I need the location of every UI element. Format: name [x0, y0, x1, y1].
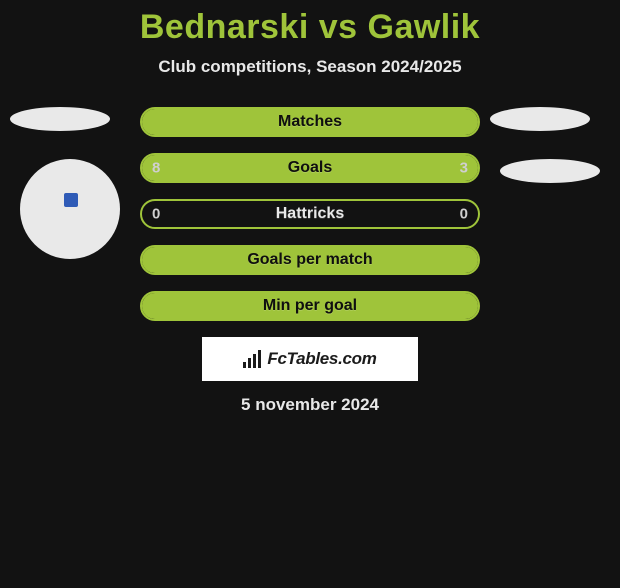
brand-text: FcTables.com [267, 349, 376, 369]
bar-chart-icon [243, 350, 261, 368]
page-title: Bednarski vs Gawlik [0, 8, 620, 47]
stat-value-left: 0 [152, 206, 160, 223]
stat-list: Matches Goals8 3 Hattricks0 0 Goals per match… [140, 107, 480, 321]
stat-value-left: 8 [152, 160, 160, 177]
left-player-badge [64, 193, 78, 207]
left-player-oval-0 [10, 107, 110, 131]
right-player-oval-1 [500, 159, 600, 183]
stat-row: Min per goal [140, 291, 480, 321]
left-player-oval-1 [20, 159, 120, 259]
stat-label: Hattricks [142, 205, 478, 223]
stat-label: Goals [142, 159, 478, 177]
stat-label: Goals per match [142, 251, 478, 269]
stat-row: Hattricks0 0 [140, 199, 480, 229]
stat-row: Matches [140, 107, 480, 137]
footer-date: 5 november 2024 [0, 395, 620, 415]
stat-label: Matches [142, 113, 478, 131]
brand-footer: FcTables.com [202, 337, 418, 381]
stat-value-right: 3 [460, 160, 468, 177]
stat-value-right: 0 [460, 206, 468, 223]
stat-row: Goals per match [140, 245, 480, 275]
comparison-arena: Matches Goals8 3 Hattricks0 0 Goals per match… [0, 107, 620, 415]
right-player-oval-0 [490, 107, 590, 131]
page-subtitle: Club competitions, Season 2024/2025 [0, 57, 620, 77]
stat-label: Min per goal [142, 297, 478, 315]
stat-row: Goals8 3 [140, 153, 480, 183]
